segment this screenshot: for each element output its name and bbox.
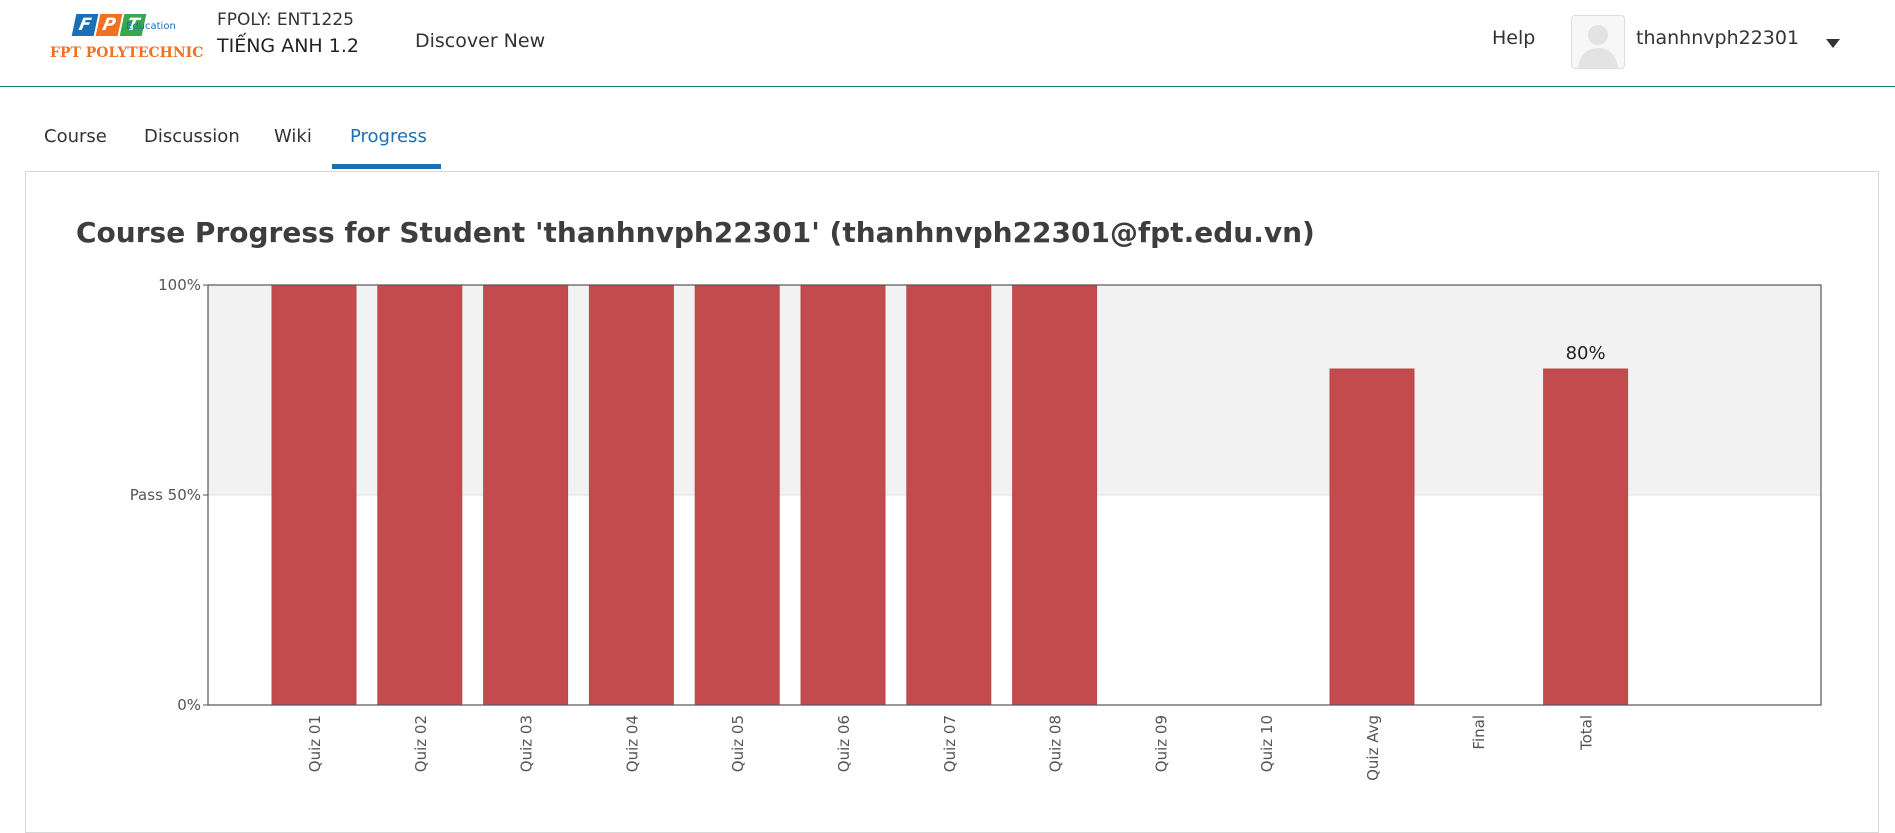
- bar-quiz-06: [800, 284, 886, 706]
- x-tick-label: Quiz 02: [412, 715, 430, 772]
- bar-quiz-03: [483, 284, 569, 706]
- avatar-silhouette-icon: [1578, 25, 1618, 68]
- caret-down-icon[interactable]: [1826, 33, 1840, 52]
- page-title: Course Progress for Student 'thanhnvph22…: [76, 216, 1315, 249]
- progress-chart: Quiz 01 Quiz 02 Quiz 03 Quiz 04 Quiz 05 Quiz …: [130, 276, 1822, 781]
- bar-quiz-08: [1012, 284, 1098, 706]
- bar-quiz-07: [906, 284, 992, 706]
- bar-quiz-01: [271, 284, 357, 706]
- x-tick-label: Quiz 06: [835, 715, 853, 772]
- x-tick-label: Quiz Avg: [1364, 715, 1382, 781]
- logo-polytechnic-text: FPT POLYTECHNIC: [50, 45, 204, 61]
- active-tab-indicator: [332, 164, 441, 169]
- x-tick-label: Total: [1578, 715, 1596, 751]
- bar-total: [1543, 368, 1629, 706]
- user-avatar-icon[interactable]: [1571, 15, 1625, 69]
- bar-quiz-02: [377, 284, 463, 706]
- x-tick-label: Quiz 07: [941, 715, 959, 772]
- bar-quiz-04: [588, 284, 674, 706]
- x-tick-label: Quiz 10: [1258, 715, 1276, 772]
- x-tick-label: Final: [1470, 715, 1488, 750]
- username[interactable]: thanhnvph22301: [1636, 27, 1800, 49]
- x-tick-label: Quiz 08: [1047, 715, 1065, 772]
- course-code: FPOLY: ENT1225: [217, 10, 354, 30]
- course-name: TIẾNG ANH 1.2: [217, 35, 359, 57]
- bar-quiz-avg: [1329, 368, 1415, 706]
- logo-education-text: Education: [126, 21, 176, 32]
- course-tabs: Course Discussion Wiki Progress: [0, 86, 1895, 170]
- tab-progress[interactable]: Progress: [350, 126, 427, 147]
- help-link[interactable]: Help: [1492, 27, 1536, 49]
- data-label: 80%: [1566, 343, 1606, 364]
- x-tick-label: Quiz 01: [306, 715, 324, 772]
- y-tick-label: Pass 50%: [130, 486, 201, 504]
- x-tick-label: Quiz 09: [1152, 715, 1170, 772]
- y-tick-label: 100%: [158, 276, 201, 294]
- bar-quiz-05: [694, 284, 780, 706]
- tab-wiki[interactable]: Wiki: [274, 126, 312, 147]
- tab-discussion[interactable]: Discussion: [144, 126, 240, 147]
- course-info: FPOLY: ENT1225 TIẾNG ANH 1.2: [217, 10, 359, 57]
- tab-course[interactable]: Course: [44, 126, 107, 147]
- y-tick-label: 0%: [177, 696, 201, 714]
- x-tick-label: Quiz 04: [623, 715, 641, 772]
- x-tick-label: Quiz 03: [518, 715, 536, 772]
- discover-new-link[interactable]: Discover New: [415, 30, 546, 52]
- x-tick-label: Quiz 05: [729, 715, 747, 772]
